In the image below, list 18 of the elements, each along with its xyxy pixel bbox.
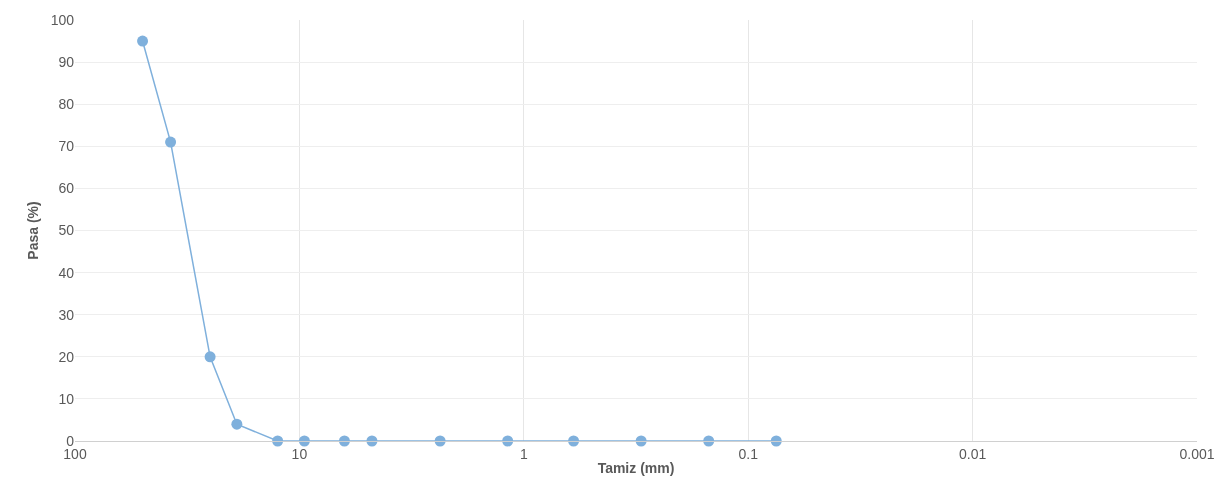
x-tick-label: 0.001: [1179, 445, 1215, 462]
y-tick-label: 50: [58, 222, 75, 239]
y-tick-label: 90: [58, 54, 75, 70]
y-tick-label: 30: [58, 306, 75, 323]
y-tick-label: 80: [58, 96, 75, 113]
y-tick-label: 60: [58, 180, 75, 197]
y-tick-label: 100: [50, 11, 75, 28]
y-tick-label: 0: [66, 432, 75, 449]
y-axis-title: Pasa (%): [25, 201, 42, 260]
y-tick-label: 70: [58, 138, 75, 155]
x-tick-label: 0.01: [958, 445, 987, 462]
y-tick-label: 40: [58, 264, 75, 281]
x-tick-label: 10: [291, 445, 308, 462]
y-tick-label: 10: [58, 390, 75, 407]
x-tick-label: 0.1: [738, 445, 759, 462]
x-axis-title: Tamiz (mm): [597, 460, 675, 477]
x-tick-label: 1: [519, 445, 528, 462]
y-tick-label: 20: [58, 348, 75, 365]
